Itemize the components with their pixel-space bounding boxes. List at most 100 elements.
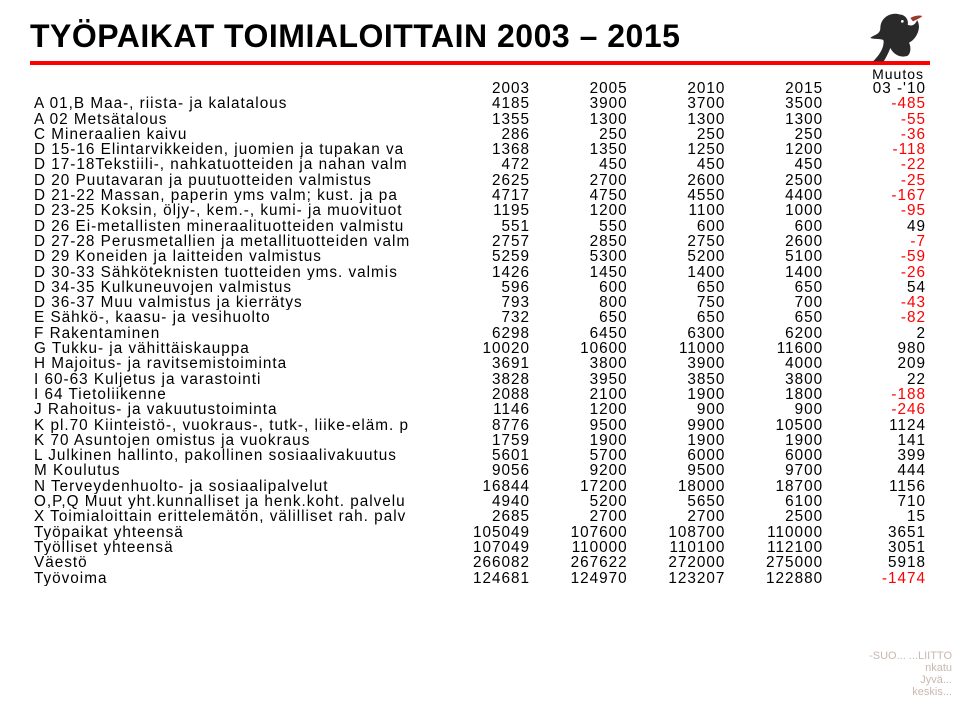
row-value: 732 <box>436 310 534 325</box>
row-value: -167 <box>827 188 930 203</box>
table-row: D 30-33 Sähköteknisten tuotteiden yms. v… <box>30 265 930 280</box>
row-value: -246 <box>827 402 930 417</box>
row-value: 800 <box>534 295 632 310</box>
row-label: F Rakentaminen <box>30 326 436 341</box>
row-value: 4000 <box>729 356 827 371</box>
row-value: -55 <box>827 112 930 127</box>
table-row: D 29 Koneiden ja laitteiden valmistus525… <box>30 249 930 264</box>
row-value: 2625 <box>436 173 534 188</box>
row-label: H Majoitus- ja ravitsemistoiminta <box>30 356 436 371</box>
row-value: 107049 <box>436 540 534 555</box>
row-value: 650 <box>632 280 730 295</box>
row-value: 4940 <box>436 494 534 509</box>
row-value: 2757 <box>436 234 534 249</box>
row-value: 1900 <box>534 433 632 448</box>
row-value: -118 <box>827 142 930 157</box>
row-value: 1200 <box>534 203 632 218</box>
row-value: 124681 <box>436 571 534 586</box>
row-value: 112100 <box>729 540 827 555</box>
table-row: J Rahoitus- ja vakuutustoiminta114612009… <box>30 402 930 417</box>
row-value: 600 <box>729 219 827 234</box>
col-2005: 2005 <box>534 81 632 96</box>
row-value: 10600 <box>534 341 632 356</box>
row-label: D 21-22 Massan, paperin yms valm; kust. … <box>30 188 436 203</box>
row-value: 900 <box>632 402 730 417</box>
row-value: 9500 <box>534 418 632 433</box>
row-value: 16844 <box>436 479 534 494</box>
row-value: 650 <box>534 310 632 325</box>
table-row: D 21-22 Massan, paperin yms valm; kust. … <box>30 188 930 203</box>
row-value: 1900 <box>729 433 827 448</box>
row-value: 3850 <box>632 372 730 387</box>
row-label: E Sähkö-, kaasu- ja vesihuolto <box>30 310 436 325</box>
row-value: -25 <box>827 173 930 188</box>
row-label: D 29 Koneiden ja laitteiden valmistus <box>30 249 436 264</box>
table-row: Väestö2660822676222720002750005918 <box>30 555 930 570</box>
row-value: 1450 <box>534 265 632 280</box>
row-value: 49 <box>827 219 930 234</box>
row-value: 4400 <box>729 188 827 203</box>
row-value: -7 <box>827 234 930 249</box>
row-value: 1195 <box>436 203 534 218</box>
row-value: 5601 <box>436 448 534 463</box>
row-label: A 02 Metsätalous <box>30 112 436 127</box>
table-row: I 64 Tietoliikenne2088210019001800-188 <box>30 387 930 402</box>
row-label: C Mineraalien kaivu <box>30 127 436 142</box>
row-value: 1300 <box>632 112 730 127</box>
row-value: 3800 <box>534 356 632 371</box>
row-value: 124970 <box>534 571 632 586</box>
table-row: M Koulutus9056920095009700444 <box>30 463 930 478</box>
row-value: 472 <box>436 157 534 172</box>
row-value: 5259 <box>436 249 534 264</box>
row-value: 1300 <box>729 112 827 127</box>
row-value: -1474 <box>827 571 930 586</box>
row-value: 596 <box>436 280 534 295</box>
table-row: O,P,Q Muut yht.kunnalliset ja henk.koht.… <box>30 494 930 509</box>
row-value: 5700 <box>534 448 632 463</box>
row-value: 650 <box>632 310 730 325</box>
row-value: 250 <box>632 127 730 142</box>
row-label: L Julkinen hallinto, pakollinen sosiaali… <box>30 448 436 463</box>
row-value: 1250 <box>632 142 730 157</box>
row-value: 1156 <box>827 479 930 494</box>
row-value: 1900 <box>632 387 730 402</box>
row-value: 110000 <box>729 525 827 540</box>
row-value: 9700 <box>729 463 827 478</box>
row-value: 266082 <box>436 555 534 570</box>
row-value: 3950 <box>534 372 632 387</box>
row-value: 1100 <box>632 203 730 218</box>
table-row: L Julkinen hallinto, pakollinen sosiaali… <box>30 448 930 463</box>
row-value: -22 <box>827 157 930 172</box>
row-value: 5100 <box>729 249 827 264</box>
row-label: D 15-16 Elintarvikkeiden, juomien ja tup… <box>30 142 436 157</box>
row-label: D 26 Ei-metallisten mineraalituotteiden … <box>30 219 436 234</box>
table-row: K 70 Asuntojen omistus ja vuokraus175919… <box>30 433 930 448</box>
header-row: 2003 2005 2010 2015 03 -'10 <box>30 81 930 96</box>
row-value: 2500 <box>729 509 827 524</box>
table-row: D 15-16 Elintarvikkeiden, juomien ja tup… <box>30 142 930 157</box>
row-value: 5650 <box>632 494 730 509</box>
row-value: 6000 <box>729 448 827 463</box>
row-value: 250 <box>534 127 632 142</box>
table-row: Työpaikat yhteensä1050491076001087001100… <box>30 525 930 540</box>
table-row: C Mineraalien kaivu286250250250-36 <box>30 127 930 142</box>
row-value: 6300 <box>632 326 730 341</box>
row-value: 1124 <box>827 418 930 433</box>
col-change: 03 -'10 <box>827 81 930 96</box>
row-value: 3500 <box>729 96 827 111</box>
col-2010: 2010 <box>632 81 730 96</box>
row-value: 2850 <box>534 234 632 249</box>
row-label: Työvoima <box>30 571 436 586</box>
row-value: 4185 <box>436 96 534 111</box>
row-value: 9200 <box>534 463 632 478</box>
row-value: 2500 <box>729 173 827 188</box>
row-value: 5200 <box>632 249 730 264</box>
row-value: 550 <box>534 219 632 234</box>
capercaillie-bird-icon <box>862 8 932 68</box>
table-row: D 27-28 Perusmetallien ja metallituottei… <box>30 234 930 249</box>
row-value: 11600 <box>729 341 827 356</box>
row-value: 2700 <box>632 509 730 524</box>
row-value: 1300 <box>534 112 632 127</box>
page-root: TYÖPAIKAT TOIMIALOITTAIN 2003 – 2015 Muu… <box>0 0 960 708</box>
row-value: 10500 <box>729 418 827 433</box>
